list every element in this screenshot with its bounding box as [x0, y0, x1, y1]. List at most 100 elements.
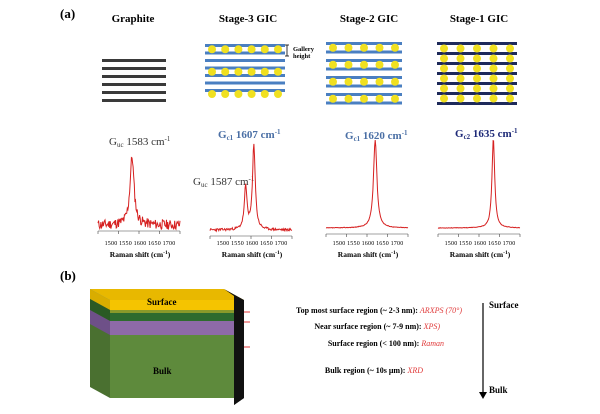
region-near-surface: Near surface region (~ 7-9 nm): XPS) [314, 322, 440, 331]
intercalant-dot [473, 54, 481, 63]
graphene-layer [437, 62, 517, 65]
intercalant-dot [329, 77, 337, 86]
intercalant-dot [489, 74, 498, 83]
intercalant-dot [329, 43, 337, 52]
spectrum-stage2 [325, 139, 409, 229]
layer-surface-region [110, 321, 244, 335]
panel-b-label: (b) [60, 268, 76, 283]
intercalant-dot [234, 90, 243, 98]
intercalant-dot [391, 43, 399, 52]
block-top-face [90, 289, 244, 300]
intercalant-dot [208, 67, 216, 76]
xticks-graphite: 1500 1550 1600 1650 1700 [104, 241, 176, 247]
intercalant-dot [456, 44, 465, 53]
graphite-layer [102, 91, 166, 94]
gallery-height-label: Gallery height [293, 46, 314, 60]
intercalant-dot [260, 45, 269, 54]
intercalant-dot [360, 43, 368, 52]
layer-structures [102, 42, 517, 105]
graphene-layer [205, 74, 285, 77]
graphene-layer [437, 82, 517, 85]
intercalant-dot [247, 90, 256, 98]
intercalant-dot [375, 60, 384, 69]
graphene-layer [205, 59, 285, 62]
graphene-layer [326, 67, 402, 71]
graphene-layer [205, 66, 285, 70]
intercalant-dot [489, 84, 498, 93]
graphene-layer [205, 81, 285, 85]
intercalant-dot [506, 54, 514, 63]
intercalant-dot [344, 94, 353, 103]
intercalant-dot [247, 67, 256, 76]
xlabel-stage3: Raman shift (cm-1) [221, 250, 283, 259]
intercalant-dot [221, 90, 230, 98]
title-stage3: Stage-3 GIC [218, 13, 278, 25]
intercalant-dot [506, 84, 514, 93]
graphene-layer [437, 42, 517, 45]
axis-label-bulk: Bulk [489, 385, 508, 395]
intercalant-dot [489, 54, 498, 63]
intercalant-dot [456, 94, 465, 103]
graphene-layer [437, 102, 517, 105]
intercalant-dot [208, 45, 216, 54]
intercalant-dot [274, 45, 282, 54]
graphite-layer [102, 67, 166, 70]
intercalant-dot [440, 54, 448, 63]
graphene-layer [205, 51, 285, 55]
layer-bulk [110, 335, 244, 398]
intercalant-dot [234, 45, 243, 54]
intercalant-dot [473, 44, 481, 53]
layer-near-surface-region [110, 313, 244, 321]
intercalant-dot [489, 94, 498, 103]
panel-a-label: (a) [60, 6, 76, 21]
intercalant-dot [247, 45, 256, 54]
graphite-layer [102, 83, 166, 86]
graphene-layer [326, 76, 402, 79]
intercalant-dot [489, 44, 498, 53]
xlabel-stage2: Raman shift (cm-1) [337, 250, 399, 259]
block-label-bulk: Bulk [153, 366, 172, 376]
intercalant-dot [473, 74, 481, 83]
intercalant-dot [375, 43, 384, 52]
graphene-layer [326, 50, 402, 54]
intercalant-dot [440, 94, 448, 103]
title-stage2: Stage-2 GIC [339, 13, 399, 25]
peak-label-stage3-secondary: Guc 1587 cm-1 [193, 175, 255, 189]
intercalant-dot [221, 67, 230, 76]
intercalant-dot [360, 94, 368, 103]
intercalant-dot [274, 90, 282, 98]
intercalant-dot [274, 67, 282, 76]
intercalant-dot [456, 74, 465, 83]
graphene-layer [437, 92, 517, 95]
intercalant-dot [391, 77, 399, 86]
intercalant-dot [344, 77, 353, 86]
intercalant-dot [329, 60, 337, 69]
intercalant-dot [391, 94, 399, 103]
graphite-layer [102, 75, 166, 78]
graphene-layer [326, 59, 402, 62]
graphene-layer [326, 42, 402, 45]
intercalant-dot [360, 77, 368, 86]
intercalant-dot [260, 90, 269, 98]
title-graphite: Graphite [111, 13, 155, 25]
depth-arrow-head [479, 392, 487, 399]
spectrum-stage3 [209, 143, 293, 233]
xlabel-stage1: Raman shift (cm-1) [449, 250, 511, 259]
intercalant-dot [391, 60, 399, 69]
xticks-stage2: 1500 1550 1600 1650 1700 [332, 241, 404, 247]
intercalant-dot [360, 60, 368, 69]
intercalant-dot [221, 45, 230, 54]
peak-label-graphite: Guc 1583 cm-1 [109, 135, 171, 149]
layer-top-surface-region [110, 310, 244, 313]
region-top-most-surface: Top most surface region (~ 2-3 nm): ARXP… [295, 306, 462, 315]
intercalant-dot [375, 94, 384, 103]
title-stage1: Stage-1 GIC [449, 13, 509, 25]
intercalant-dot [344, 60, 353, 69]
xticks-stage1: 1500 1550 1600 1650 1700 [444, 241, 516, 247]
intercalant-dot [506, 74, 514, 83]
xlabel-graphite: Raman shift (cm-1) [109, 250, 171, 259]
region-bulk: Bulk region (~ 10s μm): XRD [324, 366, 423, 375]
intercalant-dot [440, 84, 448, 93]
graphene-layer [326, 84, 402, 88]
graphene-layer [437, 52, 517, 55]
